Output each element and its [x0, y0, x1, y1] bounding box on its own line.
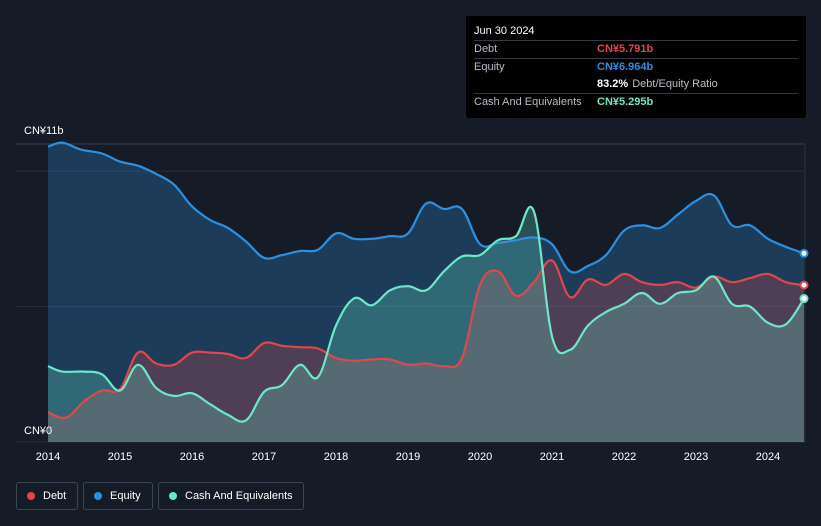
legend-item-cash[interactable]: Cash And Equivalents	[158, 482, 304, 510]
x-tick-label: 2014	[35, 451, 61, 463]
legend-debt-label: Debt	[43, 490, 67, 502]
tooltip-row-equity: Equity CN¥6.964b	[474, 58, 798, 76]
cash-end-marker	[799, 294, 809, 304]
x-tick-label: 2015	[107, 451, 133, 463]
tooltip-ratio-value: 83.2%	[597, 78, 629, 90]
tooltip-ratio-label: Debt/Equity Ratio	[632, 78, 718, 90]
x-tick-label: 2020	[467, 451, 493, 463]
equity-dot-icon	[94, 492, 102, 500]
tooltip-row-ratio: 83.2% Debt/Equity Ratio	[474, 76, 798, 93]
debt-area	[48, 260, 804, 442]
x-tick-label: 2023	[683, 451, 709, 463]
cash-dot-icon	[169, 492, 177, 500]
legend-cash-label: Cash And Equivalents	[185, 490, 293, 502]
tooltip-cash-value: CN¥5.295b	[597, 96, 654, 108]
legend-item-debt[interactable]: Debt	[16, 482, 78, 510]
tooltip-debt-label: Debt	[474, 43, 498, 55]
equity-end-marker	[799, 248, 809, 258]
debt-dot-icon	[27, 492, 35, 500]
x-tick-label: 2022	[611, 451, 637, 463]
y-axis-min-label: CN¥0	[24, 425, 53, 437]
tooltip-row-debt: Debt CN¥5.791b	[474, 40, 798, 58]
tooltip: Jun 30 2024 Debt CN¥5.791b Equity CN¥6.9…	[466, 16, 806, 118]
x-tick-label: 2024	[755, 451, 781, 463]
debt-end-marker	[799, 280, 809, 290]
cash-line	[47, 205, 805, 423]
legend-item-equity[interactable]: Equity	[83, 482, 153, 510]
debt-line	[47, 259, 805, 420]
y-axis-max-label: CN¥11b	[24, 125, 64, 137]
x-tick-label: 2017	[251, 451, 277, 463]
series-areas	[48, 142, 804, 442]
tooltip-row-cash: Cash And Equivalents CN¥5.295b	[474, 93, 798, 111]
tooltip-date: Jun 30 2024	[474, 25, 535, 37]
x-tick-label: 2021	[539, 451, 565, 463]
x-tick-label: 2018	[323, 451, 349, 463]
tooltip-equity-value: CN¥6.964b	[597, 61, 654, 73]
tooltip-equity-label: Equity	[474, 61, 505, 73]
x-tick-label: 2019	[395, 451, 421, 463]
x-tick-label: 2016	[179, 451, 205, 463]
equity-area	[48, 142, 804, 442]
legend-equity-label: Equity	[110, 490, 141, 502]
cash-area	[48, 206, 804, 442]
series-end-markers	[799, 248, 809, 304]
grid-lines	[16, 143, 806, 443]
tooltip-cash-label: Cash And Equivalents	[474, 96, 582, 108]
equity-line	[47, 141, 805, 274]
series-lines	[47, 141, 805, 423]
tooltip-debt-value: CN¥5.791b	[597, 43, 654, 55]
